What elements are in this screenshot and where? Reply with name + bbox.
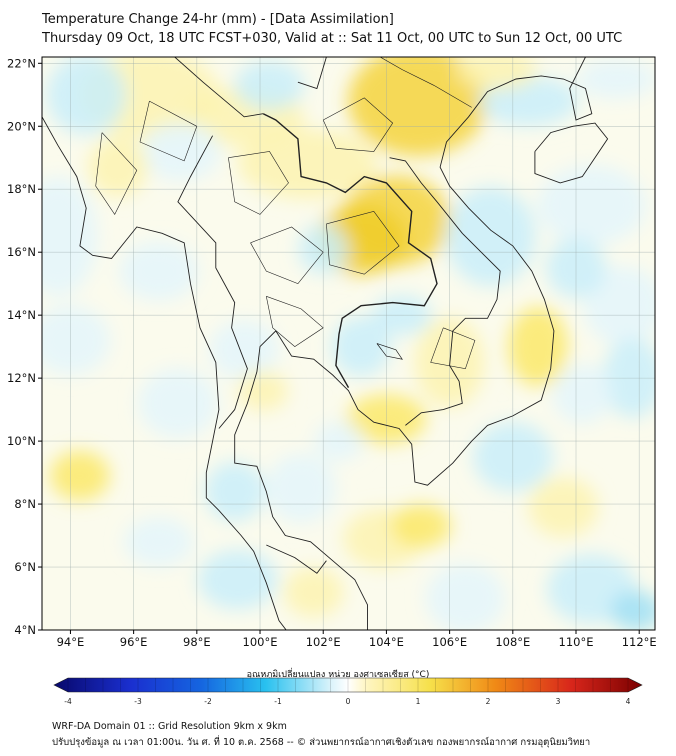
colorbar-tick-label: 1 [416,697,421,706]
colorbar-tick-label: 4 [626,697,631,706]
axis-ticks: 22°N 20°N 18°N 16°N 14°N 12°N 10°N 8°N 6°N 4°N 94°… [7,56,657,649]
island [31,336,34,339]
lat-tick-label: 10°N [7,434,36,448]
lon-tick-label: 96°E [120,635,148,649]
lon-tick-label: 112°E [622,635,657,649]
province-border [95,132,138,215]
field-patch [209,319,280,380]
province-border [430,327,476,370]
lat-tick-label: 18°N [7,182,36,196]
field-patch [87,137,148,198]
lat-tick-label: 4°N [14,623,36,637]
field-patch [536,164,647,245]
field-patch [577,59,655,100]
temperature-field [42,57,655,630]
field-patch [528,477,599,538]
border-thai-laos-cambodia [262,113,438,388]
island [37,474,40,477]
province-border [322,97,394,152]
lat-tick-label: 16°N [7,245,36,259]
footer-credit: ปรับปรุงข้อมูล ณ เวลา 01:00น. วัน ศ. ที่… [52,737,591,748]
lat-tick-label: 6°N [14,560,36,574]
province-border [266,296,324,347]
lon-tick-label: 106°E [432,635,467,649]
colorbar-tick-label: 3 [556,697,561,706]
map-subtitle-valid-time: Thursday 09 Oct, 18 UTC FCST+030, Valid … [42,31,623,46]
field-patch [391,504,452,549]
colorbar-tick-label: -2 [204,697,212,706]
colorbar-tick-label: 2 [486,697,491,706]
field-patch [611,591,655,630]
field-patch [46,57,127,135]
field-patch [118,241,199,302]
lon-tick-label: 98°E [183,635,211,649]
coastline-east [234,57,593,630]
lon-tick-label: 108°E [495,635,530,649]
footer-model-info: WRF-DA Domain 01 :: Grid Resolution 9km … [52,721,287,732]
lon-tick-label: 104°E [369,635,404,649]
field-patch [283,567,344,618]
field-patch [197,549,278,610]
lat-tick-label: 20°N [7,119,36,133]
plot-frame [41,56,656,631]
lat-tick-label: 14°N [7,308,36,322]
field-patch [425,563,506,630]
lake-tonle-sap [376,343,403,360]
coastline-hainan [534,122,609,184]
lat-tick-label: 22°N [7,56,36,70]
border-myanmar-north [174,57,264,118]
field-patch [234,60,305,111]
lon-tick-label: 110°E [559,635,594,649]
field-patch [123,516,194,567]
graticule [42,57,655,630]
temperature-change-map: 22°N 20°N 18°N 16°N 14°N 12°N 10°N 8°N 6°N 4°N 94°… [7,56,657,649]
lat-tick-label: 12°N [7,371,36,385]
border-laos-china [297,57,327,90]
field-patch [49,450,110,501]
border-thai-malaysia [266,544,327,574]
field-patch [552,363,613,424]
border-thai-myanmar [177,135,248,429]
colorbar-tick-label: -1 [274,697,282,706]
colorbar-tick-label: -4 [64,697,72,706]
lat-tick-label: 8°N [14,497,36,511]
field-patch [457,57,537,90]
field-patch [137,368,218,439]
colorbar-bar [53,677,643,693]
field-patch [204,461,265,522]
province-border [228,151,289,215]
border-laos-vietnam-cambodia [389,157,501,426]
field-patch [348,57,488,157]
coastline-borders [31,57,609,630]
coastline-west [42,113,287,630]
lon-tick-label: 94°E [57,635,85,649]
field-patch [445,186,536,287]
colorbar: -4 -3 -2 -1 0 1 2 3 4 [53,677,643,706]
island [31,389,34,392]
province-border [379,57,472,108]
lon-tick-label: 100°E [243,635,278,649]
field-patch [238,370,289,411]
map-title: Temperature Change 24-hr (mm) - [Data As… [42,12,394,27]
colorbar-tick-label: 0 [346,697,351,706]
lon-tick-label: 102°E [306,635,341,649]
field-patch [42,176,98,297]
field-patch [331,316,392,377]
field-patch [508,306,569,387]
field-patch [42,305,111,376]
field-patch [237,129,378,200]
field-patch [141,121,222,182]
field-patch [266,453,337,524]
colorbar-tick-label: -3 [134,697,142,706]
province-border [326,210,400,275]
field-patch [583,265,655,346]
province-border [250,226,324,285]
province-border [139,100,198,162]
colorbar-label: อุณหภูมิเปลี่ยนแปลง หน่วย องศาเซลเซียส (… [246,670,430,680]
